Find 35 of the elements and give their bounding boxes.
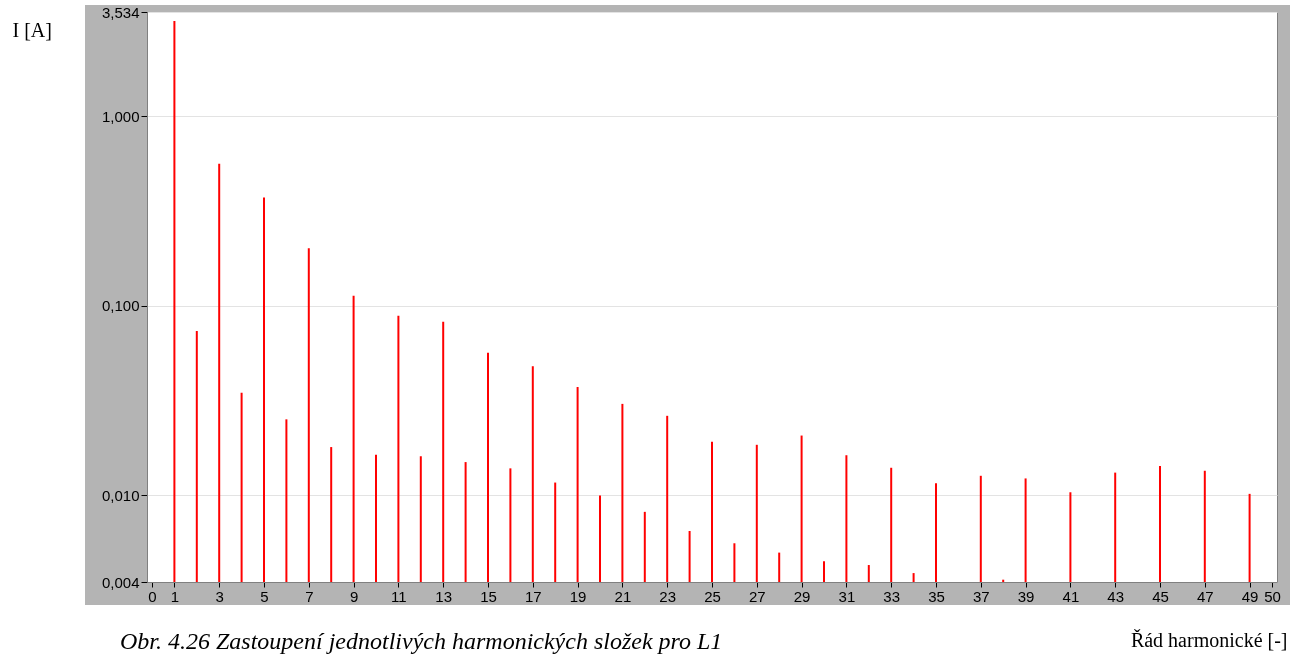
x-tick-label: 11 — [391, 587, 407, 605]
y-tick-label: 1,000 — [101, 107, 140, 125]
x-tick-label: 47 — [1196, 587, 1214, 605]
x-tick-label: 31 — [838, 587, 856, 605]
x-tick-label: 15 — [480, 587, 497, 605]
text: Obr. 4.26 Zastoupení jednotlivých harmonických složek pro L1 — [120, 628, 723, 655]
x-tick-label: 49 — [1241, 587, 1259, 605]
x-tick-label: 13 — [435, 587, 453, 605]
x-tick-label: 9 — [349, 587, 359, 605]
x-tick-label: 17 — [524, 587, 542, 605]
x-tick-label: 33 — [883, 587, 901, 605]
x-tick-label: 19 — [569, 587, 587, 605]
x-tick-label: 41 — [1062, 587, 1080, 605]
x-tick-label: 1 — [170, 587, 180, 605]
x-tick-label: 50 — [1264, 587, 1281, 605]
x-tick-label: 3 — [215, 587, 224, 605]
x-tick-label: 35 — [928, 587, 945, 605]
x-tick-label: 7 — [305, 587, 314, 605]
y-tick-label: 3,534 — [101, 3, 140, 21]
x-tick-label: 0 — [148, 587, 157, 605]
x-tick-label: 37 — [972, 587, 990, 605]
y-axis-title: I [A] — [12, 18, 52, 41]
x-tick-label: 43 — [1107, 587, 1125, 605]
x-tick-label: 39 — [1017, 587, 1035, 605]
y-tick-label: 0,010 — [101, 486, 140, 504]
x-tick-label: 5 — [260, 587, 269, 605]
y-tick-label: 0,100 — [101, 297, 140, 315]
x-tick-label: 25 — [704, 587, 721, 605]
y-tick-label: 0,004 — [101, 573, 140, 591]
x-tick-label: 29 — [793, 587, 811, 605]
x-tick-label: 45 — [1152, 587, 1169, 605]
x-tick-label: 27 — [748, 587, 766, 605]
x-tick-label: 23 — [659, 587, 677, 605]
x-tick-label: 21 — [614, 587, 632, 605]
x-axis-title: Řád harmonické [-] — [1130, 628, 1288, 651]
